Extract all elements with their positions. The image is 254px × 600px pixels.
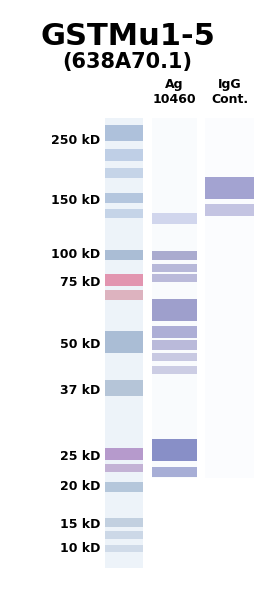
Bar xyxy=(105,380,142,396)
Text: 20 kD: 20 kD xyxy=(59,481,100,493)
Bar xyxy=(105,193,142,203)
Text: GSTMu1-5: GSTMu1-5 xyxy=(40,22,214,51)
Text: 50 kD: 50 kD xyxy=(59,338,100,352)
Text: Ag
10460: Ag 10460 xyxy=(152,78,196,106)
Text: 100 kD: 100 kD xyxy=(51,248,100,262)
Bar xyxy=(151,274,196,282)
Bar xyxy=(105,168,142,178)
Bar xyxy=(105,125,142,141)
Bar xyxy=(204,204,254,216)
Text: IgG
Cont.: IgG Cont. xyxy=(211,78,248,106)
Bar xyxy=(151,366,196,374)
Bar xyxy=(151,251,196,259)
Text: 250 kD: 250 kD xyxy=(51,133,100,146)
Bar xyxy=(151,340,196,350)
Text: 75 kD: 75 kD xyxy=(59,275,100,289)
Bar xyxy=(105,464,142,472)
Bar xyxy=(151,353,196,361)
Bar xyxy=(105,517,142,527)
Bar xyxy=(105,290,142,300)
Bar xyxy=(151,299,196,321)
Bar xyxy=(151,467,196,477)
Bar xyxy=(105,331,142,353)
Bar xyxy=(204,118,254,478)
Bar xyxy=(105,250,142,260)
Text: 10 kD: 10 kD xyxy=(59,541,100,554)
Bar xyxy=(105,448,142,460)
Bar xyxy=(105,531,142,539)
Bar xyxy=(105,118,142,568)
Text: 15 kD: 15 kD xyxy=(59,517,100,530)
Bar xyxy=(151,326,196,338)
Bar xyxy=(151,439,196,461)
Text: (638A70.1): (638A70.1) xyxy=(62,52,192,72)
Text: 25 kD: 25 kD xyxy=(59,451,100,463)
Bar xyxy=(105,482,142,492)
Bar xyxy=(105,274,142,286)
Text: 150 kD: 150 kD xyxy=(51,193,100,206)
Bar xyxy=(204,177,254,199)
Bar xyxy=(151,264,196,272)
Bar xyxy=(105,208,142,217)
Bar xyxy=(151,118,196,478)
Text: 37 kD: 37 kD xyxy=(59,383,100,397)
Bar xyxy=(105,545,142,551)
Bar xyxy=(151,212,196,223)
Bar xyxy=(105,149,142,161)
